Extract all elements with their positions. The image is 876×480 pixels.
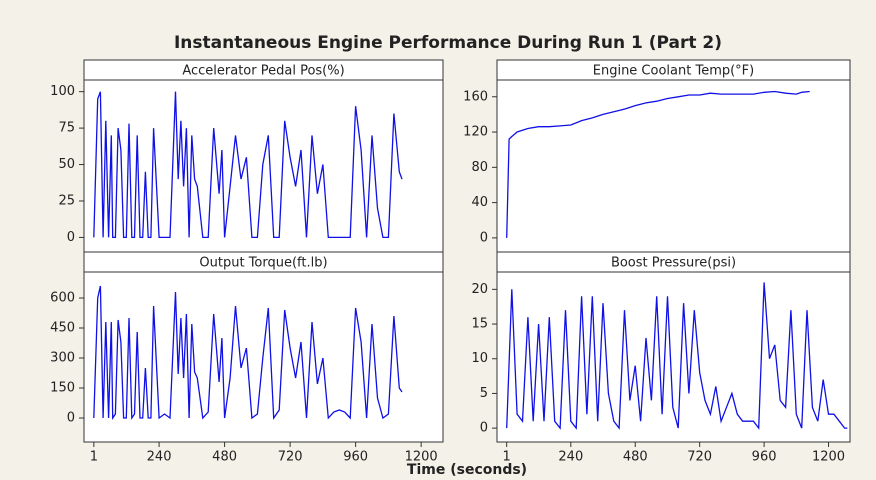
y-tick-label: 100 [50, 84, 75, 99]
panel-title: Boost Pressure(psi) [611, 256, 736, 271]
x-tick-label: 480 [623, 450, 648, 465]
y-tick-label: 0 [480, 421, 488, 436]
panel-strip [496, 59, 851, 81]
x-tick-label: 240 [558, 450, 583, 465]
x-tick-label: 1200 [812, 450, 845, 465]
y-tick-label: 50 [58, 157, 75, 172]
y-tick-label: 15 [471, 317, 488, 332]
y-tick-label: 10 [471, 351, 488, 366]
y-tick-label: 20 [471, 282, 488, 297]
panel-strip [496, 251, 851, 273]
panel-title: Engine Coolant Temp(°F) [593, 64, 754, 79]
y-tick-label: 150 [50, 381, 75, 396]
y-tick-label: 75 [58, 121, 75, 136]
x-tick-label: 1200 [405, 450, 438, 465]
panel-strip [83, 251, 444, 273]
y-tick-label: 450 [50, 321, 75, 336]
x-tick-label: 720 [278, 450, 303, 465]
panel-background [496, 271, 851, 443]
panel-strip [83, 59, 444, 81]
panel-background [496, 79, 851, 253]
y-tick-label: 0 [480, 230, 488, 245]
y-tick-label: 0 [67, 411, 75, 426]
x-tick-label: 1 [90, 450, 98, 465]
y-tick-label: 300 [50, 351, 75, 366]
y-tick-label: 80 [471, 160, 488, 175]
panel-title: Output Torque(ft.lb) [199, 256, 327, 271]
panel-title: Accelerator Pedal Pos(%) [182, 64, 344, 79]
x-tick-label: 1 [503, 450, 511, 465]
y-tick-label: 5 [480, 386, 488, 401]
data-line [506, 90, 810, 238]
data-line [93, 285, 403, 421]
x-tick-label: 480 [212, 450, 237, 465]
y-tick-label: 40 [471, 195, 488, 210]
y-tick-label: 120 [463, 125, 488, 140]
chart-title: Instantaneous Engine Performance During … [174, 33, 722, 53]
data-line [506, 282, 848, 430]
data-line [93, 91, 403, 239]
y-tick-label: 160 [463, 89, 488, 104]
x-tick-label: 240 [147, 450, 172, 465]
x-axis-label: Time (seconds) [407, 462, 527, 478]
y-tick-label: 600 [50, 291, 75, 306]
y-tick-label: 25 [58, 193, 75, 208]
x-tick-label: 960 [752, 450, 777, 465]
y-tick-label: 0 [67, 230, 75, 245]
x-tick-label: 960 [343, 450, 368, 465]
x-tick-label: 720 [687, 450, 712, 465]
